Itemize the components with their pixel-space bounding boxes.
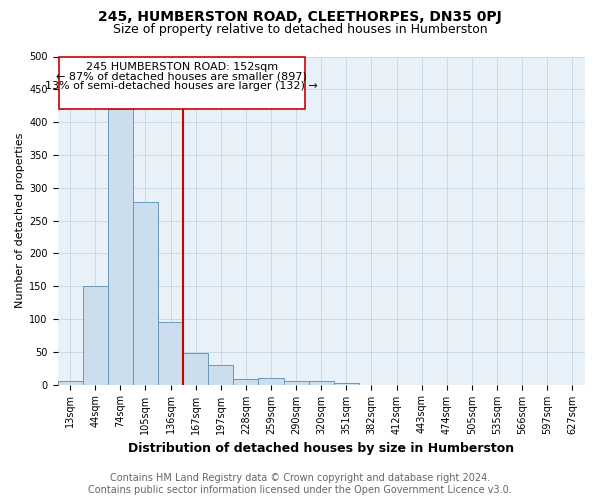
- Bar: [58, 382, 83, 384]
- Text: 245, HUMBERSTON ROAD, CLEETHORPES, DN35 0PJ: 245, HUMBERSTON ROAD, CLEETHORPES, DN35 …: [98, 10, 502, 24]
- Bar: [108, 109, 133, 384]
- X-axis label: Distribution of detached houses by size in Humberston: Distribution of detached houses by size …: [128, 442, 514, 455]
- Text: Size of property relative to detached houses in Humberston: Size of property relative to detached ho…: [113, 22, 487, 36]
- Bar: [183, 353, 208, 384]
- Bar: [334, 382, 359, 384]
- Bar: [208, 365, 233, 384]
- Bar: [308, 382, 334, 384]
- Bar: [83, 286, 108, 384]
- Text: 245 HUMBERSTON ROAD: 152sqm: 245 HUMBERSTON ROAD: 152sqm: [86, 62, 278, 72]
- Bar: [133, 202, 158, 384]
- Y-axis label: Number of detached properties: Number of detached properties: [15, 133, 25, 308]
- Bar: [233, 380, 259, 384]
- FancyBboxPatch shape: [59, 56, 305, 109]
- Bar: [259, 378, 284, 384]
- Text: 13% of semi-detached houses are larger (132) →: 13% of semi-detached houses are larger (…: [46, 82, 318, 92]
- Bar: [158, 322, 183, 384]
- Text: ← 87% of detached houses are smaller (897): ← 87% of detached houses are smaller (89…: [56, 72, 307, 82]
- Bar: [284, 382, 308, 384]
- Text: Contains HM Land Registry data © Crown copyright and database right 2024.
Contai: Contains HM Land Registry data © Crown c…: [88, 474, 512, 495]
